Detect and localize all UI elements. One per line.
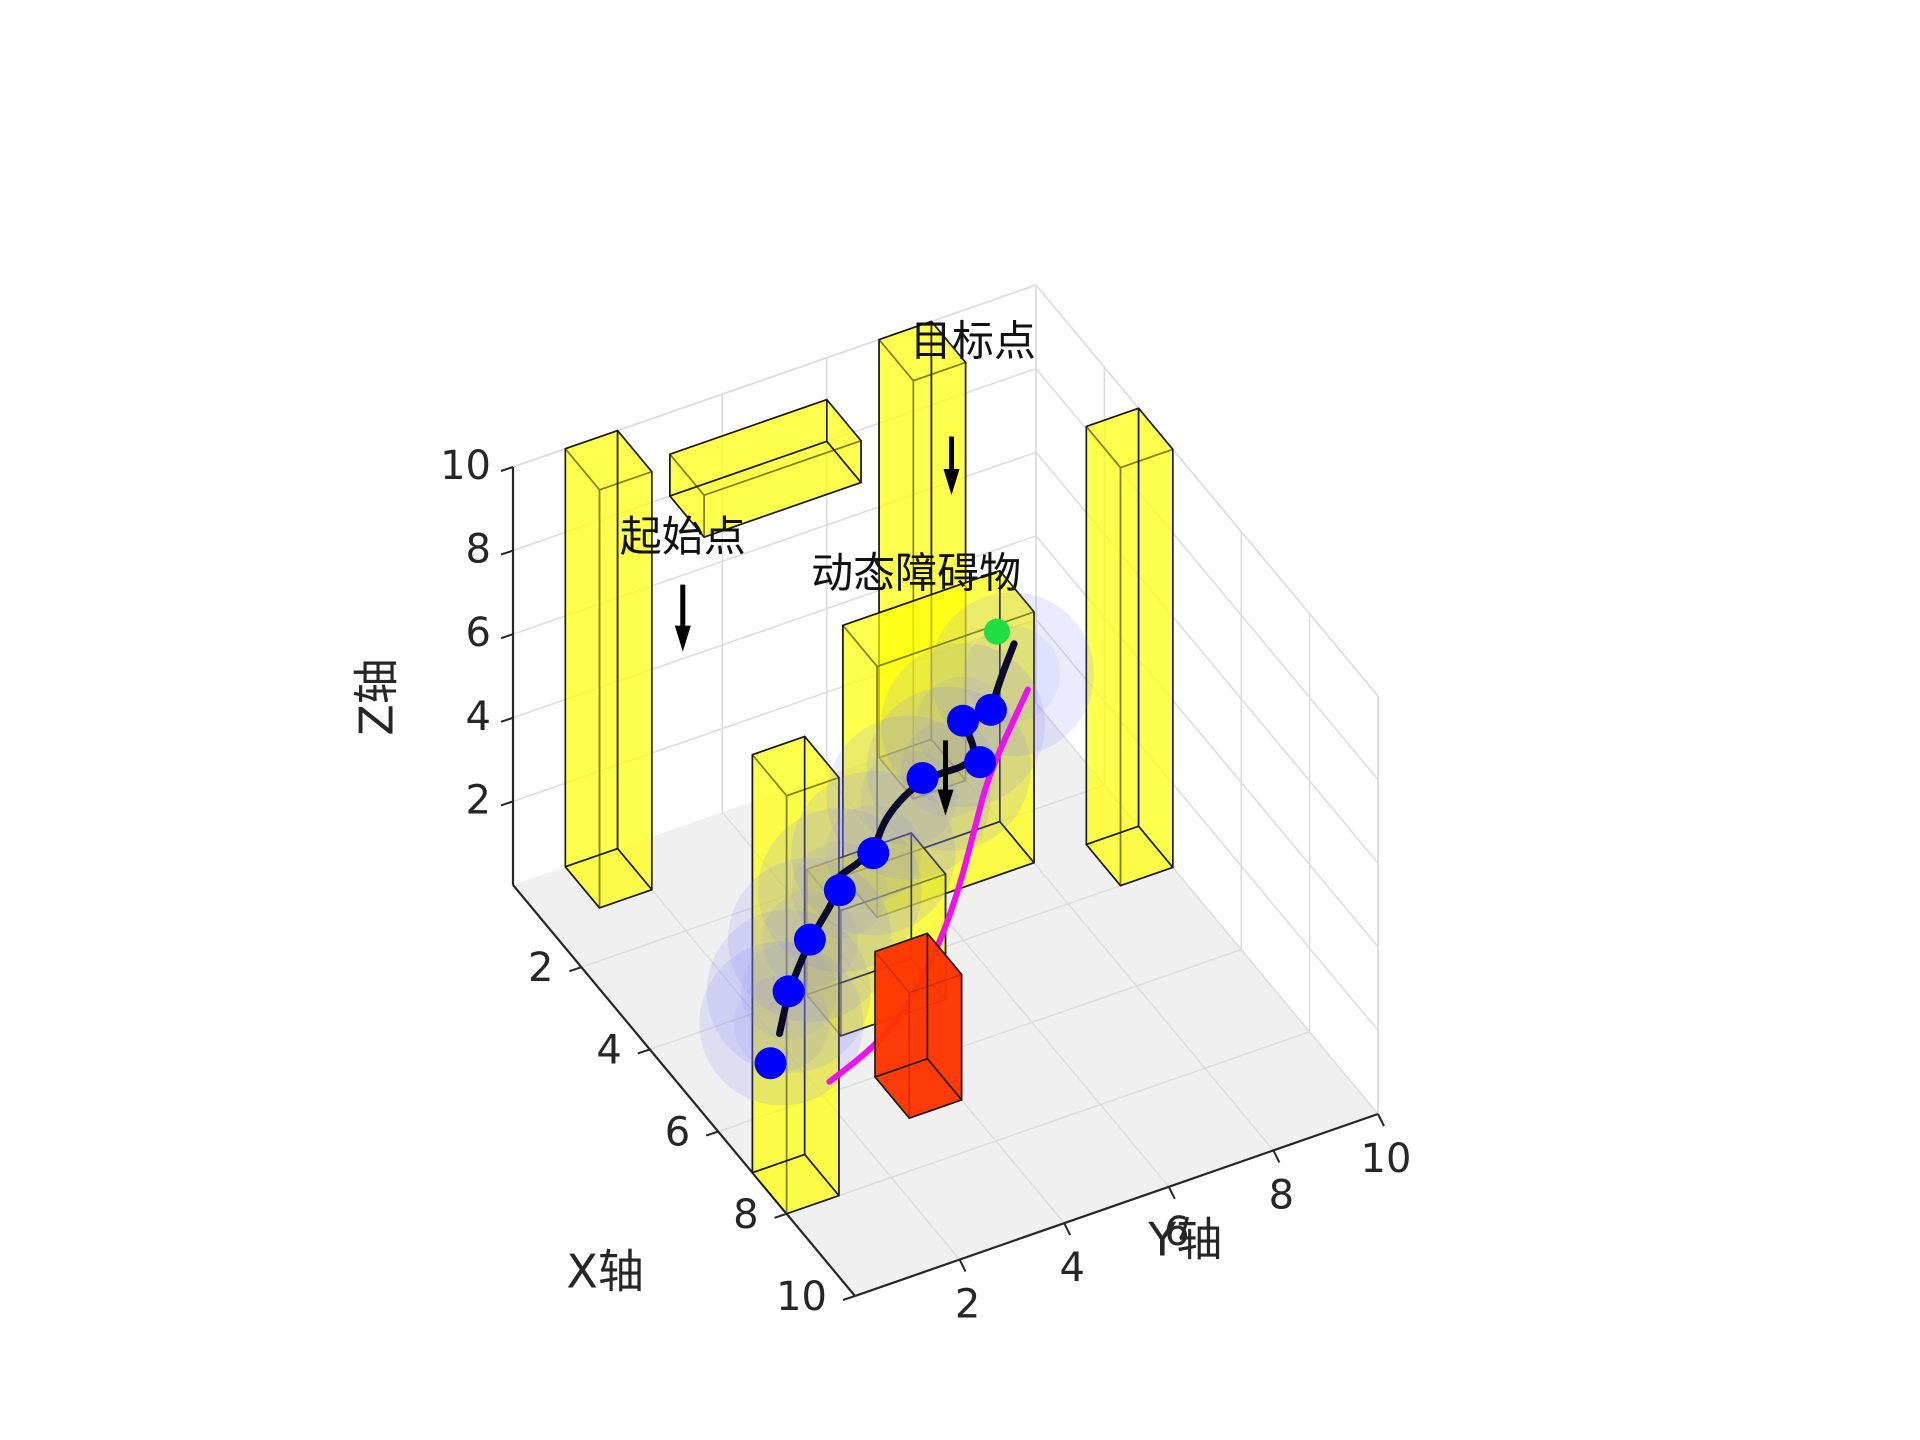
z-tick-label: 8 xyxy=(466,527,491,573)
grid-line xyxy=(617,848,961,1261)
box-face xyxy=(669,440,862,538)
y-tick-label: 2 xyxy=(955,1282,980,1328)
target-point xyxy=(983,618,1010,645)
y-tick xyxy=(1377,1113,1385,1127)
y-tick-label: 8 xyxy=(1269,1172,1294,1218)
waypoint xyxy=(772,975,805,1008)
y-tick-label: 6 xyxy=(1164,1209,1189,1255)
z-axis-label: Z轴 xyxy=(350,658,404,736)
waypoint xyxy=(946,704,979,737)
annotation-arrow-head xyxy=(937,789,954,816)
x-axis-line xyxy=(512,884,856,1297)
x-tick xyxy=(705,1130,719,1137)
y-tick-label: 10 xyxy=(1361,1136,1412,1182)
waypoint xyxy=(857,837,890,870)
waypoint-layer xyxy=(754,618,1010,1080)
z-tick-label: 10 xyxy=(440,443,491,489)
annotation-arrow-head xyxy=(943,469,960,495)
grid-line xyxy=(1035,451,1379,864)
grid-line xyxy=(1035,368,1379,781)
x-tick xyxy=(842,1295,856,1301)
x-tick-label: 6 xyxy=(665,1110,690,1156)
z-tick xyxy=(500,633,514,640)
waypoint xyxy=(906,762,939,795)
x-tick-label: 8 xyxy=(733,1192,758,1238)
obstacle-column-1 xyxy=(564,429,653,909)
box-face xyxy=(751,1153,840,1215)
dynamic-obstacle-layer xyxy=(874,932,963,1119)
obstacle-column-4 xyxy=(1085,407,1174,887)
x-tick-label: 10 xyxy=(776,1274,827,1320)
box-face xyxy=(1085,407,1140,846)
x-tick xyxy=(774,1212,787,1219)
waypoint xyxy=(754,1047,787,1080)
z-tick xyxy=(500,800,514,807)
z-tick xyxy=(500,716,514,723)
waypoint xyxy=(964,746,997,779)
obstacle-overhead-block xyxy=(669,398,862,538)
grid-line xyxy=(1035,618,1379,1031)
annotation-text-2: 动态障碍物 xyxy=(811,548,1021,597)
box-face xyxy=(564,847,653,909)
waypoint xyxy=(823,874,856,907)
box-face xyxy=(616,429,653,891)
y-tick xyxy=(1063,1222,1072,1236)
y-axis-label: Y轴 xyxy=(1147,1212,1222,1266)
box-face xyxy=(1085,825,1174,887)
z-tick-label: 2 xyxy=(466,777,491,823)
box-face xyxy=(874,932,929,1078)
box-face xyxy=(564,429,619,868)
y-tick-label: 4 xyxy=(1059,1245,1084,1291)
z-tick xyxy=(500,549,514,556)
grid-line xyxy=(1035,535,1379,948)
x-tick-label: 2 xyxy=(528,945,553,991)
annotation-text-1: 起始点 xyxy=(620,512,746,561)
z-tick xyxy=(500,466,514,472)
z-tick-label: 6 xyxy=(466,610,491,656)
dynamic-obstacle xyxy=(874,932,963,1119)
box-face xyxy=(1137,407,1174,869)
y-axis-line xyxy=(854,1112,1379,1298)
grid-line xyxy=(786,1031,1310,1215)
x-tick-label: 4 xyxy=(596,1027,621,1073)
x-tick xyxy=(569,966,582,973)
waypoint xyxy=(793,923,826,956)
box-face xyxy=(874,1058,963,1119)
y-tick xyxy=(1167,1186,1176,1200)
z-tick-label: 4 xyxy=(466,694,491,740)
y-tick xyxy=(958,1259,967,1273)
y-tick xyxy=(1272,1149,1281,1163)
annotation-text-3: 目标点 xyxy=(910,317,1036,366)
annotation-arrow-head xyxy=(674,625,691,652)
x-axis-label: X轴 xyxy=(566,1245,644,1299)
grid-line xyxy=(1035,702,1379,1115)
waypoint xyxy=(974,693,1007,726)
grid-line xyxy=(930,738,1274,1151)
x-tick xyxy=(637,1048,651,1055)
